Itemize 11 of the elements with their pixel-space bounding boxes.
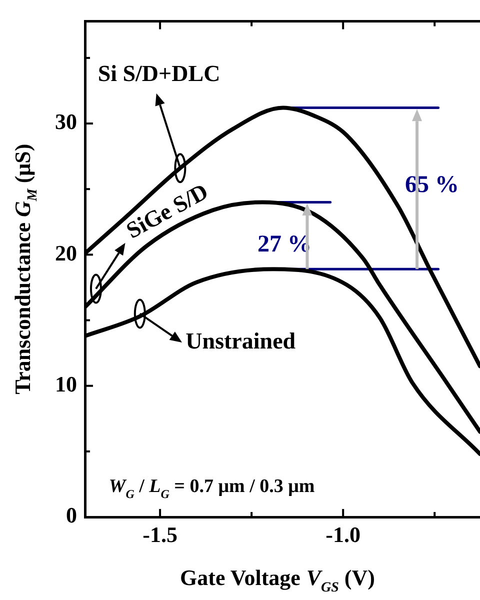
- legend-label: Unstrained: [186, 328, 296, 354]
- y-tick-label: 0: [66, 502, 77, 528]
- annotation: 65 %: [405, 172, 460, 198]
- y-tick-label: 20: [55, 240, 77, 266]
- y-tick-label: 30: [55, 109, 77, 134]
- y-axis-title: Transconductance GM (μS): [10, 144, 41, 394]
- x-tick-label: -1.0: [326, 522, 360, 547]
- x-tick-label: -1.5: [142, 522, 178, 547]
- legend-label: Si S/D+DLC: [98, 60, 220, 86]
- y-tick-label: 10: [55, 372, 77, 397]
- text: SiGe S/D: [122, 178, 212, 244]
